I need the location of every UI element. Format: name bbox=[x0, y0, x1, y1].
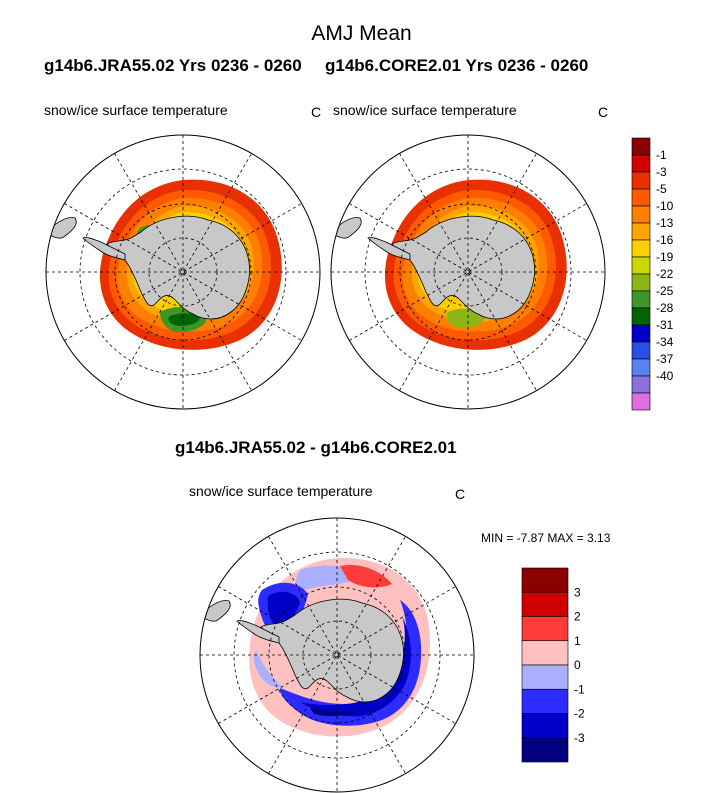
colorbar-mean-swatch-15 bbox=[631, 392, 651, 411]
colorbar-diff-swatch-5 bbox=[521, 688, 569, 714]
colorbar-mean: -1 -3 -5 -10 -13 -16 -19 -22 -25 -28 -31 -34 -37 -40 bbox=[631, 137, 674, 411]
colorbar-mean-swatch-6 bbox=[631, 239, 651, 258]
colorbar-mean-swatch-4 bbox=[631, 205, 651, 224]
colorbar-mean-swatch-8 bbox=[631, 273, 651, 292]
colorbar-mean-label-4: -13 bbox=[656, 216, 674, 230]
colorbar-diff-swatch-6 bbox=[521, 713, 569, 739]
colorbar-mean-swatch-12 bbox=[631, 341, 651, 360]
top-left-case-title: g14b6.JRA55.02 Yrs 0236 - 0260 bbox=[44, 56, 302, 75]
colorbar-mean-swatch-1 bbox=[631, 154, 651, 173]
right-variable-label: snow/ice surface temperature bbox=[333, 102, 517, 118]
colorbar-mean-label-8: -25 bbox=[656, 284, 674, 298]
colorbar-mean-swatch-10 bbox=[631, 307, 651, 326]
colorbar-mean-swatch-14 bbox=[631, 375, 651, 394]
right-map bbox=[330, 134, 606, 410]
colorbar-mean-label-1: -3 bbox=[656, 165, 667, 179]
colorbar-mean-swatch-13 bbox=[631, 358, 651, 377]
main-title: AMJ Mean bbox=[311, 22, 412, 45]
colorbar-diff-swatch-7 bbox=[521, 737, 569, 763]
colorbar-diff-swatch-4 bbox=[521, 664, 569, 690]
colorbar-mean-label-11: -34 bbox=[656, 335, 674, 349]
colorbar-mean-label-3: -10 bbox=[656, 199, 674, 213]
diff-stats: MIN = -7.87 MAX = 3.13 bbox=[481, 531, 611, 545]
colorbar-mean-label-9: -28 bbox=[656, 301, 674, 315]
diff-units-label: C bbox=[455, 486, 466, 502]
colorbar-mean-swatch-0 bbox=[631, 137, 651, 156]
colorbar-mean-label-10: -31 bbox=[656, 318, 674, 332]
colorbar-diff: 3 2 1 0 -1 -2 -3 bbox=[521, 567, 585, 763]
colorbar-mean-label-2: -5 bbox=[656, 182, 667, 196]
colorbar-diff-label-1: 2 bbox=[574, 610, 581, 624]
colorbar-mean-swatch-11 bbox=[631, 324, 651, 343]
colorbar-mean-label-0: -1 bbox=[656, 148, 667, 162]
colorbar-diff-swatch-3 bbox=[521, 640, 569, 666]
colorbar-mean-label-12: -37 bbox=[656, 352, 674, 366]
colorbar-diff-label-0: 3 bbox=[574, 585, 581, 599]
colorbar-diff-label-4: -1 bbox=[574, 682, 585, 696]
top-right-case-title: g14b6.CORE2.01 Yrs 0236 - 0260 bbox=[325, 56, 589, 75]
colorbar-mean-label-5: -16 bbox=[656, 233, 674, 247]
diff-map bbox=[199, 517, 475, 793]
left-map bbox=[45, 134, 321, 410]
colorbar-diff-label-6: -3 bbox=[574, 731, 585, 745]
colorbar-mean-swatch-3 bbox=[631, 188, 651, 207]
colorbar-diff-label-5: -2 bbox=[574, 707, 585, 721]
colorbar-mean-label-13: -40 bbox=[656, 369, 674, 383]
colorbar-diff-swatch-1 bbox=[521, 591, 569, 617]
colorbar-diff-label-2: 1 bbox=[574, 634, 581, 648]
left-units-label: C bbox=[311, 104, 322, 120]
colorbar-mean-swatch-9 bbox=[631, 290, 651, 309]
left-variable-label: snow/ice surface temperature bbox=[44, 102, 228, 118]
colorbar-mean-swatch-5 bbox=[631, 222, 651, 241]
colorbar-mean-swatch-2 bbox=[631, 171, 651, 190]
diff-title: g14b6.JRA55.02 - g14b6.CORE2.01 bbox=[175, 438, 457, 457]
right-units-label: C bbox=[598, 104, 609, 120]
colorbar-diff-swatch-2 bbox=[521, 616, 569, 642]
colorbar-mean-label-6: -19 bbox=[656, 250, 674, 264]
colorbar-mean-label-7: -22 bbox=[656, 267, 674, 281]
diff-variable-label: snow/ice surface temperature bbox=[189, 483, 373, 499]
colorbar-mean-swatch-7 bbox=[631, 256, 651, 275]
colorbar-diff-label-3: 0 bbox=[574, 658, 581, 672]
colorbar-diff-swatch-0 bbox=[521, 567, 569, 593]
